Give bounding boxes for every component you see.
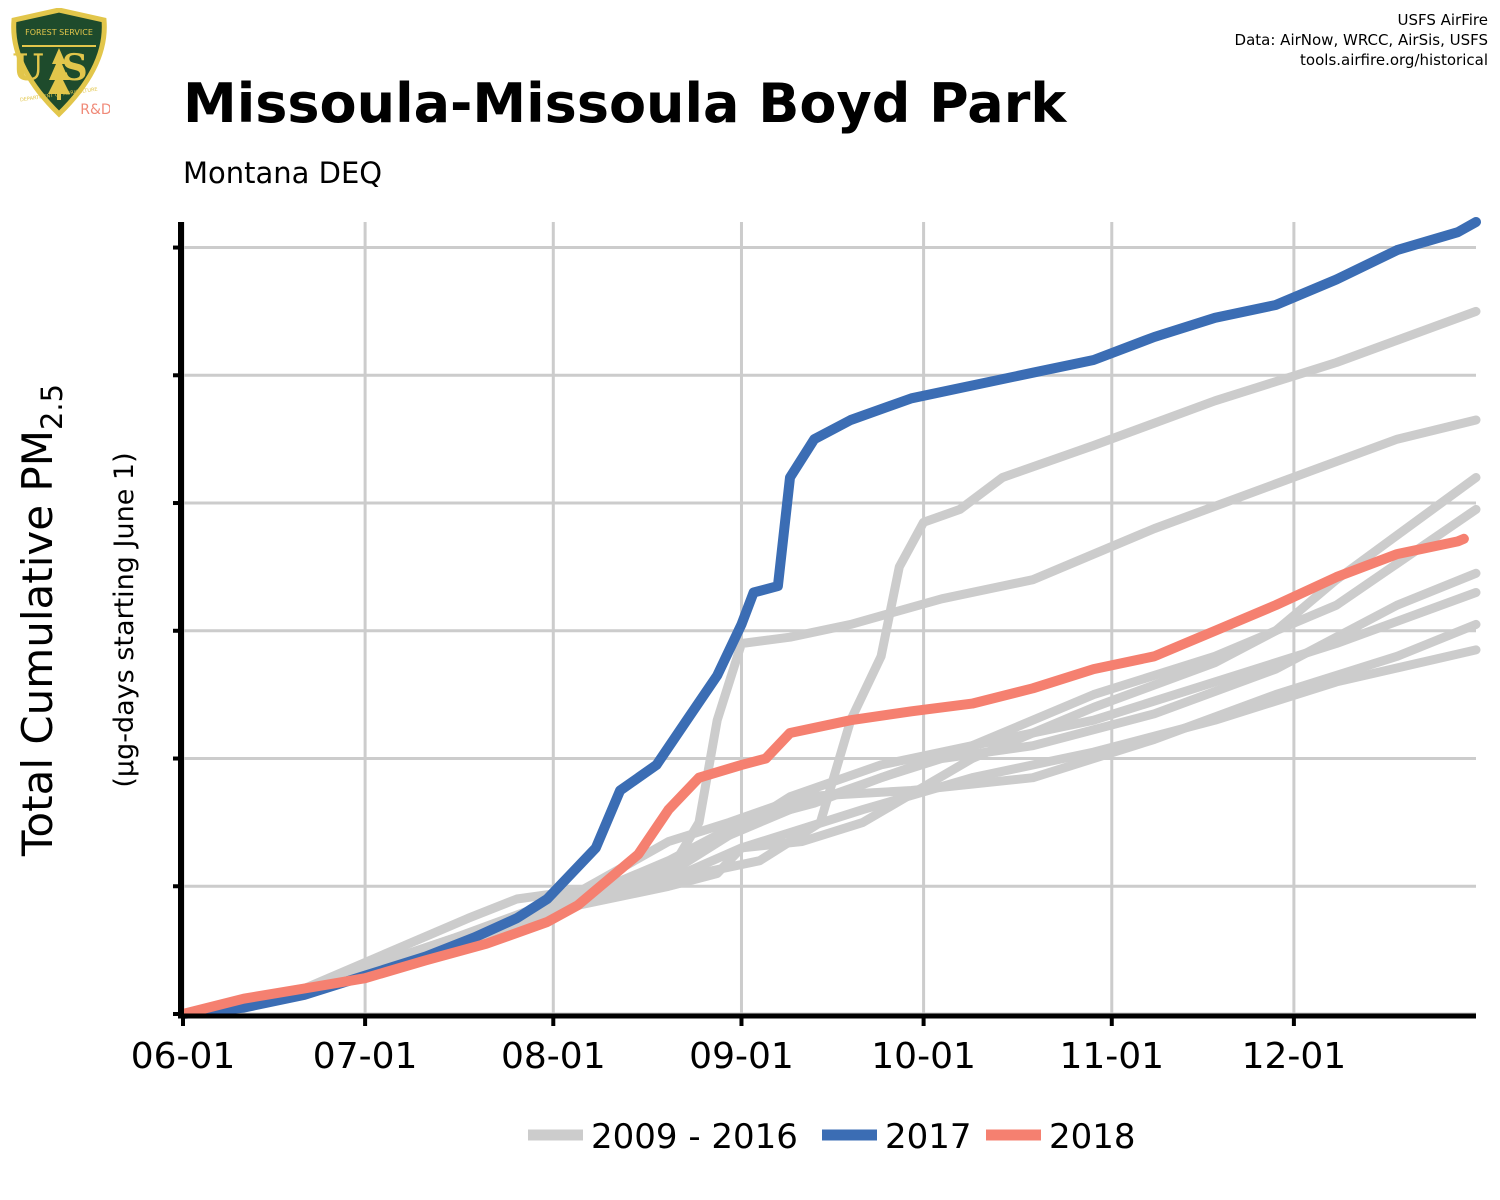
chart-subtitle: Montana DEQ bbox=[183, 156, 383, 190]
x-tick-label: 07-01 bbox=[313, 1036, 418, 1077]
x-tick-label: 08-01 bbox=[501, 1036, 606, 1077]
x-tick-label: 09-01 bbox=[689, 1036, 794, 1077]
y-axis-label-main: Total Cumulative PM bbox=[13, 430, 62, 857]
series-line-2017 bbox=[178, 217, 1481, 1019]
logo-badge: R&D bbox=[80, 102, 110, 118]
series-line-background bbox=[178, 473, 1481, 1019]
credits: USFS AirFire Data: AirNow, WRCC, AirSis,… bbox=[1235, 10, 1488, 70]
legend-label: 2017 bbox=[885, 1117, 972, 1157]
series-line-2018 bbox=[178, 533, 1469, 1019]
logo-us-letters: US bbox=[12, 47, 105, 89]
series-line-background bbox=[178, 504, 1481, 1019]
y-axis-sublabel: (µg-days starting June 1) bbox=[109, 452, 140, 787]
vertical-gridlines bbox=[181, 222, 1296, 1014]
y-axis-label-subscript: 2.5 bbox=[35, 384, 69, 430]
credit-line: Data: AirNow, WRCC, AirSis, USFS bbox=[1234, 31, 1488, 49]
x-tick-label: 10-01 bbox=[871, 1036, 976, 1077]
axes bbox=[173, 222, 1476, 1026]
legend-label: 2009 - 2016 bbox=[591, 1117, 798, 1157]
legend-label: 2018 bbox=[1049, 1117, 1136, 1157]
legend: 2009 - 2016 2017 2018 bbox=[528, 1117, 1136, 1157]
y-axis-label: Total Cumulative PM2.5 bbox=[13, 384, 69, 857]
logo-top-text: FOREST SERVICE bbox=[25, 28, 93, 37]
highlight-series bbox=[178, 217, 1481, 1019]
usfs-logo: US FOREST SERVICE DEPARTMENT OF AGRICULT… bbox=[8, 7, 112, 118]
series-line-background bbox=[178, 415, 1481, 1019]
x-tick-labels: 06-01 07-01 08-01 09-01 10-01 11-01 12-01 bbox=[131, 1036, 1346, 1077]
chart-title: Missoula-Missoula Boyd Park bbox=[183, 72, 1067, 135]
series-line-background bbox=[178, 306, 1481, 1019]
tree-icon bbox=[48, 48, 70, 94]
x-tick-label: 12-01 bbox=[1242, 1036, 1347, 1077]
x-tick-label: 06-01 bbox=[131, 1036, 236, 1077]
background-series bbox=[178, 306, 1481, 1019]
credit-line: USFS AirFire bbox=[1397, 11, 1488, 29]
credit-line: tools.airfire.org/historical bbox=[1300, 51, 1488, 69]
x-tick-label: 11-01 bbox=[1059, 1036, 1164, 1077]
